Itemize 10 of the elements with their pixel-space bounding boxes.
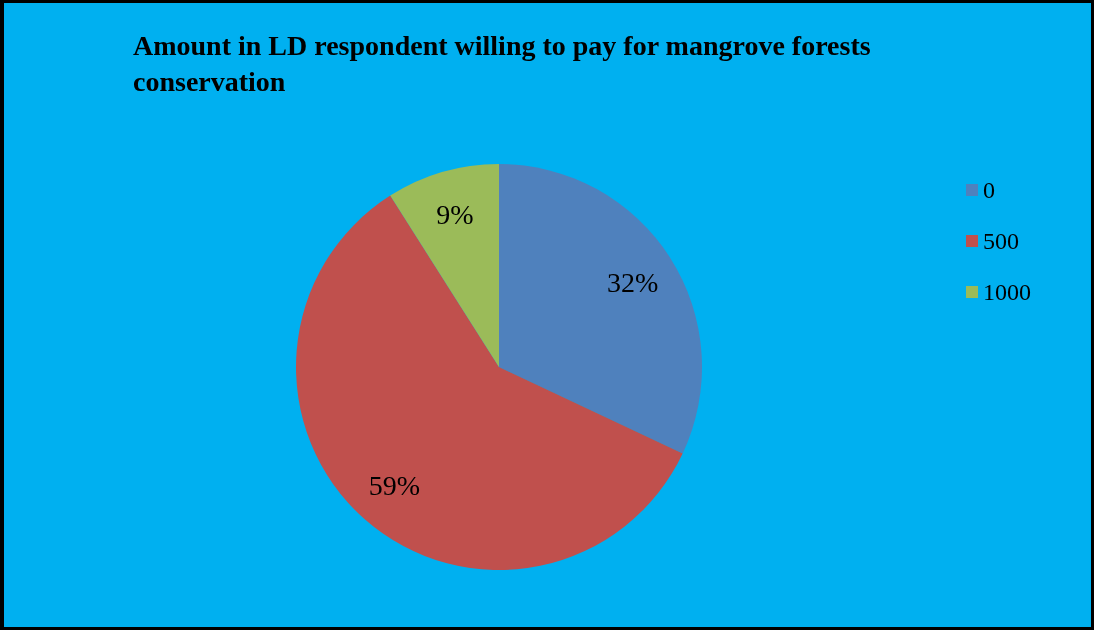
pie-slice (296, 195, 683, 570)
legend-label: 500 (983, 228, 1019, 254)
data-label: 9% (436, 199, 474, 231)
pie-slice (499, 164, 702, 454)
legend-label: 1000 (983, 279, 1031, 305)
chart-title: Amount in LD respondent willing to pay for mangrove forests conservation (133, 30, 871, 97)
data-label: 59% (368, 470, 420, 502)
legend-label: 0 (983, 177, 995, 203)
data-label: 32% (607, 266, 659, 298)
pie-slice (390, 164, 499, 367)
